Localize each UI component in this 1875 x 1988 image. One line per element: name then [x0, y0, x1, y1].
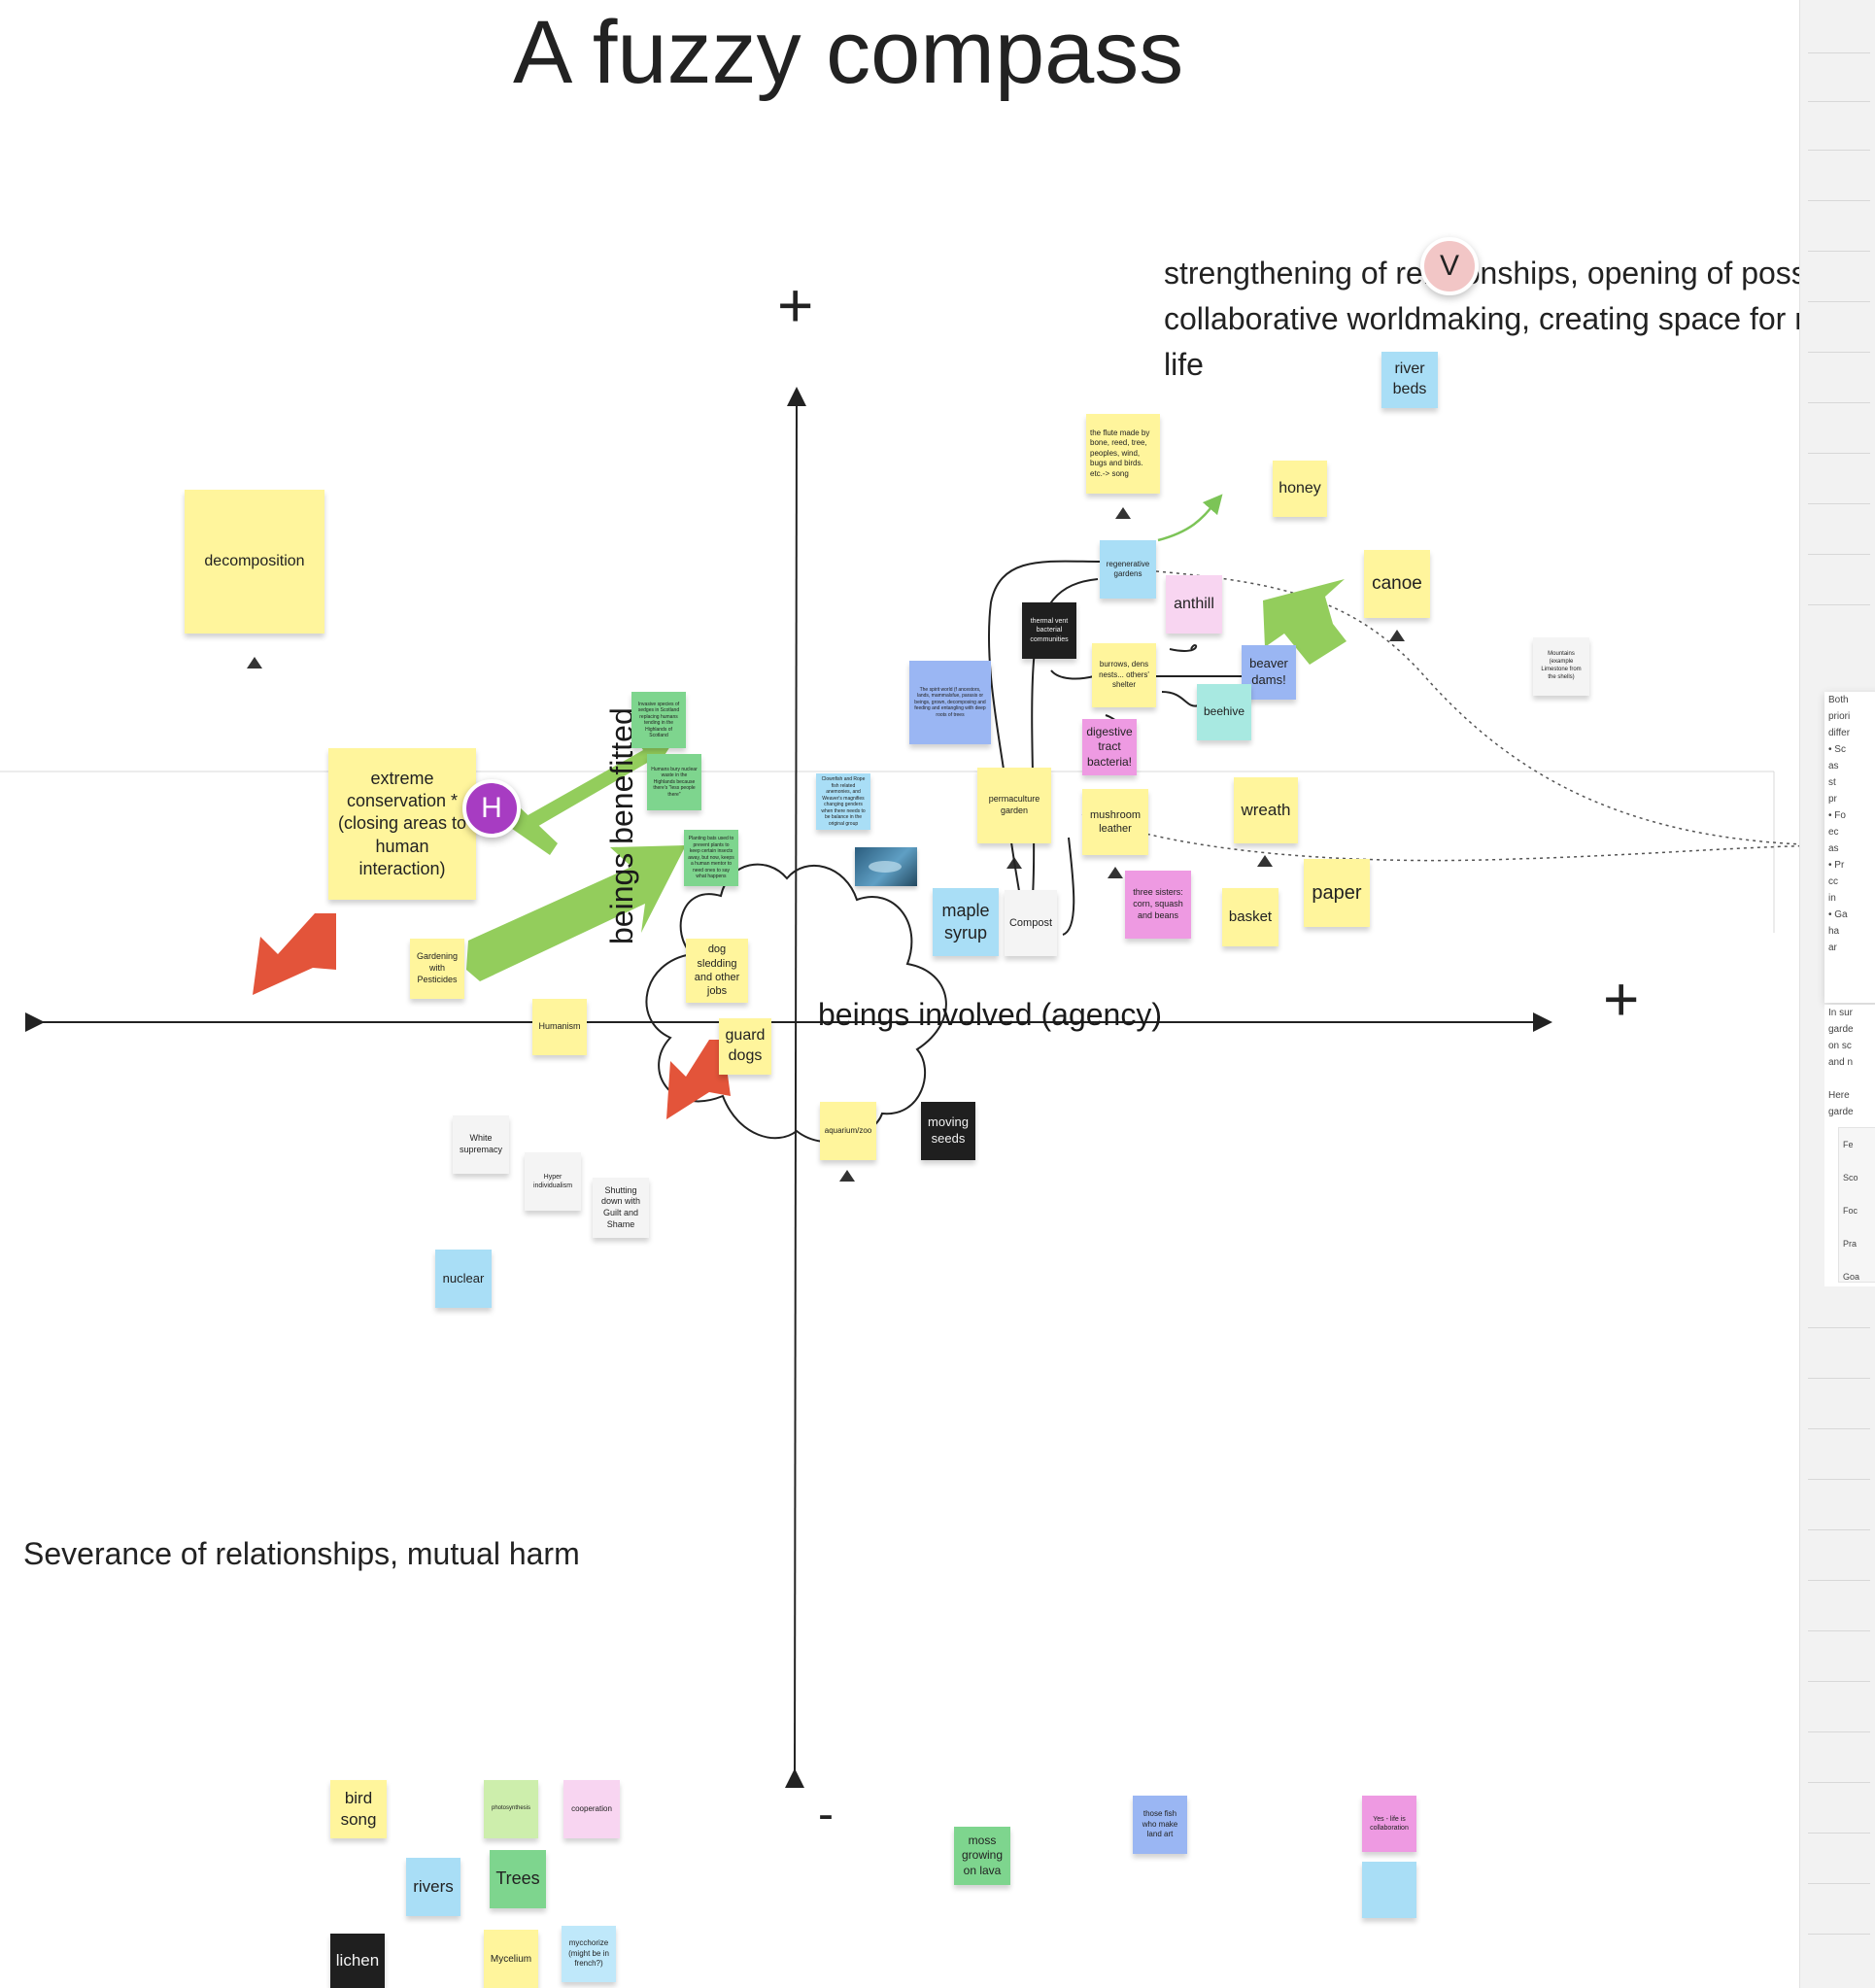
- side-doc-line: • Pr: [1828, 860, 1845, 871]
- side-table-row: Pra: [1843, 1239, 1858, 1249]
- side-table-row: Sco: [1843, 1173, 1858, 1183]
- sticky-note-mycelium[interactable]: Mycelium: [484, 1930, 538, 1988]
- sticky-note-burrows[interactable]: burrows, dens nests... others' shelter: [1092, 643, 1156, 707]
- sticky-note-mountains[interactable]: Mountains (example Limestone from the sh…: [1533, 637, 1589, 696]
- side-doc-line: • Fo: [1828, 810, 1846, 821]
- side-doc-line: cc: [1828, 876, 1838, 887]
- sticky-note-three-sisters[interactable]: three sisters: corn, squash and beans: [1125, 871, 1191, 939]
- sticky-note-hyper-individualism[interactable]: Hyper individualism: [525, 1152, 581, 1211]
- side-doc-line: st: [1828, 777, 1836, 788]
- sticky-note-anthill[interactable]: anthill: [1166, 575, 1222, 634]
- side-doc-line: garde: [1828, 1024, 1854, 1035]
- side-document-table: Fe Sco Foc Pra Goa: [1838, 1127, 1875, 1283]
- sticky-note-digestive-tract[interactable]: digestive tract bacteria!: [1082, 719, 1137, 775]
- sticky-note-trees[interactable]: Trees: [490, 1850, 546, 1908]
- sticky-note-river-beds[interactable]: river beds: [1381, 352, 1438, 408]
- sticky-note-shutting-down[interactable]: Shutting down with Guilt and Shame: [593, 1178, 649, 1238]
- side-doc-line: • Sc: [1828, 744, 1846, 755]
- sticky-note-fish-land-art[interactable]: those fish who make land art: [1133, 1796, 1187, 1854]
- side-table-row: Goa: [1843, 1272, 1860, 1282]
- side-doc-line: pr: [1828, 794, 1837, 805]
- red-arrow-left: [253, 913, 336, 995]
- sticky-note-basket[interactable]: basket: [1222, 888, 1278, 946]
- side-doc-line: [1824, 1071, 1875, 1087]
- side-doc-line: on sc: [1828, 1041, 1852, 1051]
- sticky-note-bird-song[interactable]: bird song: [330, 1780, 387, 1838]
- side-document-card[interactable]: Both priori differ • Sc as st pr • Fo ec…: [1824, 692, 1875, 1003]
- side-doc-line: as: [1828, 761, 1839, 771]
- side-doc-line: Both: [1828, 695, 1849, 705]
- sticky-note-moving-seeds[interactable]: moving seeds: [921, 1102, 975, 1160]
- sticky-note-nuclear[interactable]: nuclear: [435, 1250, 492, 1308]
- sticky-note-thermal-vent[interactable]: thermal vent bacterial communities: [1022, 602, 1076, 659]
- side-doc-line: In sur: [1828, 1008, 1854, 1018]
- side-table-row: Foc: [1843, 1206, 1858, 1216]
- plus-sign-right: +: [1603, 964, 1640, 1034]
- sticky-note-white-supremacy[interactable]: White supremacy: [453, 1115, 509, 1174]
- sticky-note-yes-life[interactable]: Yes - life is collaboration: [1362, 1796, 1416, 1852]
- sticky-note-compost[interactable]: Compost: [1005, 890, 1057, 956]
- sticky-note-aquarium-zoo[interactable]: aquarium/zoo: [820, 1102, 876, 1160]
- sticky-note-cooperation[interactable]: cooperation: [563, 1780, 620, 1838]
- side-doc-line: as: [1828, 843, 1839, 854]
- side-doc-line: garde: [1828, 1107, 1854, 1117]
- sticky-note-mushroom-leather[interactable]: mushroom leather: [1082, 789, 1148, 855]
- side-doc-line: Here: [1828, 1090, 1850, 1101]
- side-table-row: Fe: [1843, 1140, 1854, 1149]
- sticky-note-maple-syrup[interactable]: maple syrup: [933, 888, 999, 956]
- sticky-note-planting-bats[interactable]: Planting bats used to prevent plants to …: [684, 830, 738, 886]
- sticky-note-canoe[interactable]: canoe: [1364, 550, 1430, 618]
- green-arrow-pesticides: [466, 845, 686, 981]
- board-title: A fuzzy compass: [513, 3, 1184, 102]
- sticky-note-invasive-species[interactable]: Invasive species of sedges in Scotland r…: [631, 692, 686, 748]
- fish-image[interactable]: [855, 847, 917, 886]
- sticky-note-lichen[interactable]: lichen: [330, 1934, 385, 1988]
- sticky-note-flute[interactable]: the flute made by bone, reed, tree, peop…: [1086, 414, 1160, 494]
- quadrant-label-bottom-left: Severance of relationships, mutual harm: [23, 1536, 580, 1571]
- sticky-note-empty-blue[interactable]: [1362, 1862, 1416, 1918]
- side-doc-line: ar: [1828, 943, 1837, 953]
- minus-sign-bottom: -: [818, 1789, 834, 1840]
- sticky-note-decomposition[interactable]: decomposition: [185, 490, 324, 634]
- sticky-note-humans-bury[interactable]: Humans bury nuclear waste in the Highlan…: [647, 754, 701, 810]
- x-axis-label: beings involved (agency): [818, 997, 1162, 1032]
- sticky-note-wreath[interactable]: wreath: [1234, 777, 1298, 843]
- y-axis-line: [784, 387, 806, 1789]
- sticky-note-permaculture-garden[interactable]: permaculture garden: [977, 768, 1051, 843]
- collaborator-avatar-h[interactable]: H: [462, 779, 521, 838]
- sticky-note-extreme-conservation[interactable]: extreme conservation * (closing areas to…: [328, 748, 476, 900]
- side-doc-line: in: [1828, 893, 1836, 904]
- side-doc-line: differ: [1828, 728, 1851, 738]
- collaborator-avatar-v[interactable]: V: [1420, 237, 1479, 295]
- side-doc-line: ha: [1828, 926, 1840, 937]
- quadrant-label-top-right-line-1: strengthening of relationships, opening …: [1164, 256, 1814, 291]
- sticky-note-regenerative-gardens[interactable]: regenerative gardens: [1100, 540, 1156, 599]
- sticky-note-clownfish[interactable]: Clownfish and Rope fish related anemonie…: [816, 773, 870, 830]
- sticky-note-rivers[interactable]: rivers: [406, 1858, 460, 1916]
- plus-sign-top: +: [777, 270, 814, 340]
- sticky-note-honey[interactable]: honey: [1273, 461, 1327, 517]
- side-doc-line: and n: [1828, 1057, 1854, 1068]
- side-doc-line: • Ga: [1828, 909, 1848, 920]
- fish-icon: [869, 861, 902, 873]
- side-doc-line: ec: [1828, 827, 1839, 838]
- sticky-note-humanism[interactable]: Humanism: [532, 999, 587, 1055]
- sticky-note-mycchorize[interactable]: mycchorize (might be in french?): [562, 1926, 616, 1982]
- dotted-connector-mushroom: [1081, 813, 1847, 862]
- quadrant-label-top-right-line-3: life: [1164, 347, 1204, 382]
- sticky-note-dog-sledding[interactable]: dog sledding and other jobs: [686, 939, 748, 1003]
- sticky-note-paper[interactable]: paper: [1304, 859, 1370, 927]
- sticky-note-moss-lava[interactable]: moss growing on lava: [954, 1827, 1010, 1885]
- quadrant-label-top-right-line-2: collaborative worldmaking, creating spac…: [1164, 301, 1821, 336]
- sticky-note-guard-dogs[interactable]: guard dogs: [719, 1018, 771, 1075]
- sticky-note-beehive[interactable]: beehive: [1197, 684, 1251, 740]
- sticky-note-gardening-pesticides[interactable]: Gardening with Pesticides: [410, 939, 464, 999]
- green-line-arrow: [1157, 494, 1223, 542]
- sticky-note-photosynthesis[interactable]: photosynthesis: [484, 1780, 538, 1838]
- sticky-note-spirit-world[interactable]: The spirit world (f ancestors, lands, ma…: [909, 661, 991, 744]
- side-doc-line: priori: [1828, 711, 1851, 722]
